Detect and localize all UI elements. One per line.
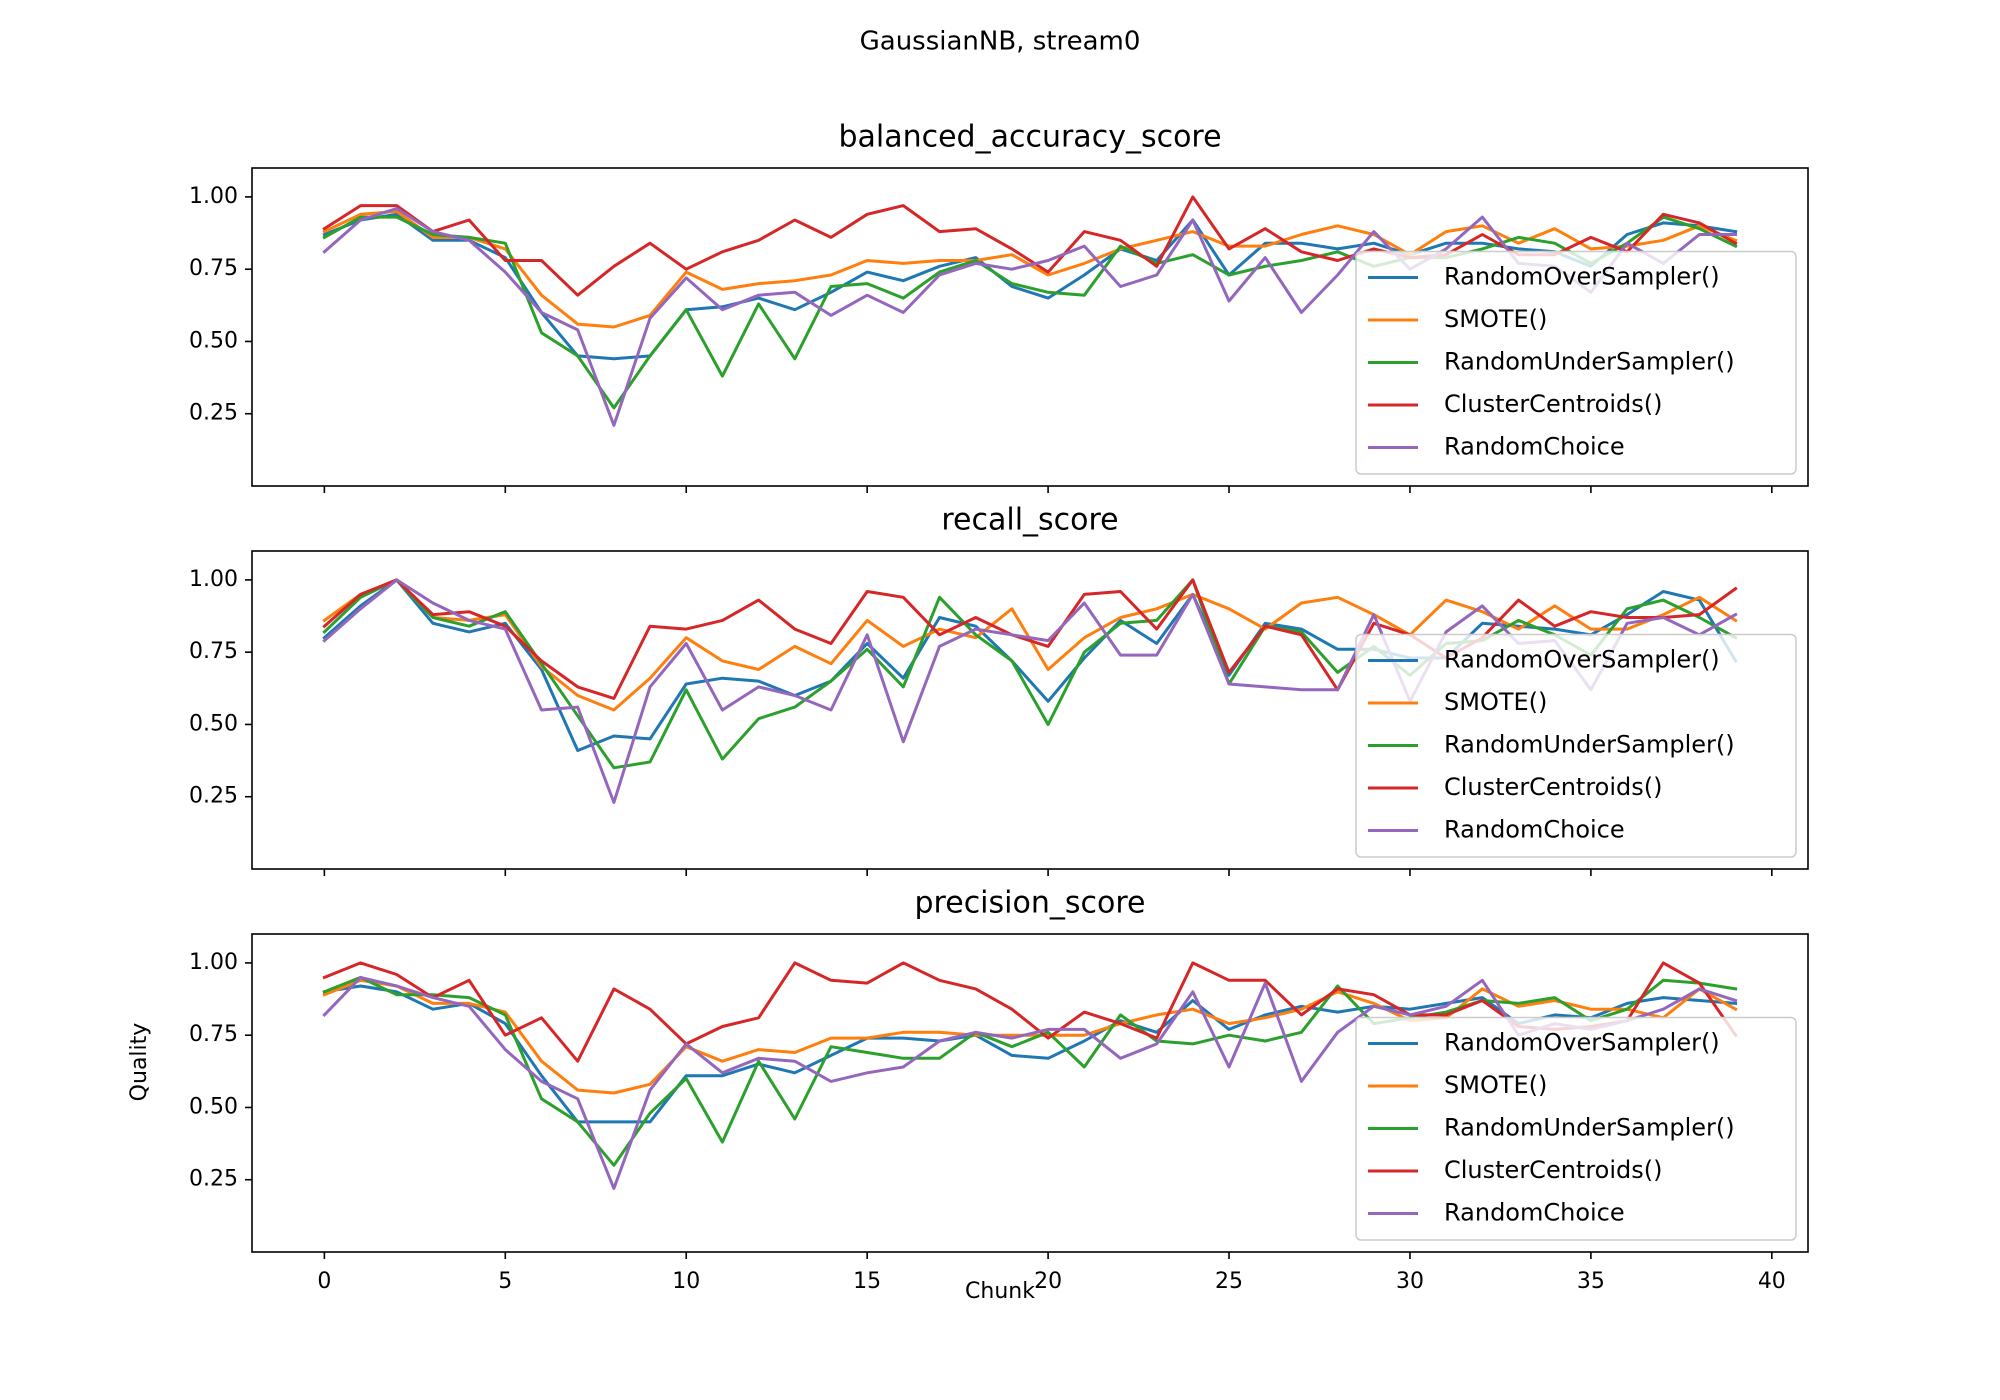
x-tick-label: 40 [1758,1269,1786,1294]
legend-label: ClusterCentroids() [1444,1156,1662,1184]
legend-label: SMOTE() [1444,305,1547,333]
legend-label: RandomChoice [1444,816,1625,844]
x-tick-label: 20 [1034,1269,1062,1294]
x-tick-label: 30 [1396,1269,1424,1294]
y-axis-label: Quality [127,1023,152,1102]
subplot-title: balanced_accuracy_score [838,120,1221,155]
series-lines [322,578,1738,804]
x-tick-label: 15 [853,1269,881,1294]
y-tick-label: 0.25 [189,401,238,426]
x-tick-label: 5 [498,1269,512,1294]
series-line-ClusterCentroids [322,195,1738,297]
legend: RandomOverSampler() SMOTE() RandomUnderSam… [1355,250,1797,475]
legend-label: RandomUnderSampler() [1444,1114,1735,1142]
y-tick-label: 0.50 [189,328,238,353]
subplot-title: recall_score [941,503,1118,538]
y-tick-label: 0.75 [189,256,238,281]
legend-label: SMOTE() [1444,1071,1547,1099]
y-tick-label: 0.75 [189,639,238,664]
legend-label: ClusterCentroids() [1444,773,1662,801]
axes-frame [251,933,1809,1253]
x-tick-label: 25 [1215,1269,1243,1294]
legend-label: RandomOverSampler() [1444,263,1720,291]
figure-suptitle: GaussianNB, stream0 [860,27,1141,57]
legend-label: RandomChoice [1444,1199,1625,1227]
axes-container: balanced_accuracy_score 0.25 0.50 0.75 1.00 R… [189,120,1809,1294]
axes-frame [251,167,1809,487]
series-line-RandomChoice [322,975,1738,1190]
y-tick-label: 0.25 [189,784,238,809]
legend-label: RandomUnderSampler() [1444,731,1735,759]
y-tick-label: 1.00 [189,567,238,592]
legend: RandomOverSampler() SMOTE() RandomUnderSam… [1355,1016,1797,1241]
series-line-RandomOverSampler [322,984,1738,1124]
series-line-RandomUnderSampler [322,975,1738,1167]
legend: RandomOverSampler() SMOTE() RandomUnderSam… [1355,633,1797,858]
series-lines [322,195,1738,427]
series-line-RandomChoice [322,578,1738,804]
y-tick-label: 1.00 [189,184,238,209]
series-lines [322,961,1738,1190]
legend-label: ClusterCentroids() [1444,390,1662,418]
legend-box [1355,250,1797,475]
y-tick-label: 0.75 [189,1022,238,1047]
series-line-ClusterCentroids [322,578,1738,700]
subplot-balanced_accuracy_score: balanced_accuracy_score 0.25 0.50 0.75 1.00 R… [189,120,1809,493]
x-tick-label: 35 [1577,1269,1605,1294]
y-tick-label: 1.00 [189,950,238,975]
y-tick-label: 0.50 [189,711,238,736]
y-tick-label: 0.25 [189,1167,238,1192]
subplot-recall_score: recall_score 0.25 0.50 0.75 1.00 RandomOverSa… [189,503,1809,876]
legend-label: RandomOverSampler() [1444,1029,1720,1057]
subplot-precision_score: precision_score 0.25 0.50 0.75 1.00 0 5 10 15 20 2… [189,886,1809,1294]
legend-label: RandomOverSampler() [1444,646,1720,674]
axes-frame [251,550,1809,870]
x-axis-label: Chunk [965,1279,1035,1304]
x-tick-label: 0 [317,1269,331,1294]
series-line-RandomUnderSampler [322,578,1738,770]
legend-label: SMOTE() [1444,688,1547,716]
series-line-RandomChoice [322,207,1738,427]
subplot-title: precision_score [915,886,1146,921]
x-tick-label: 10 [672,1269,700,1294]
legend-box [1355,633,1797,858]
legend-label: RandomUnderSampler() [1444,348,1735,376]
legend-box [1355,1016,1797,1241]
series-line-ClusterCentroids [322,961,1738,1063]
legend-label: RandomChoice [1444,433,1625,461]
y-tick-label: 0.50 [189,1094,238,1119]
